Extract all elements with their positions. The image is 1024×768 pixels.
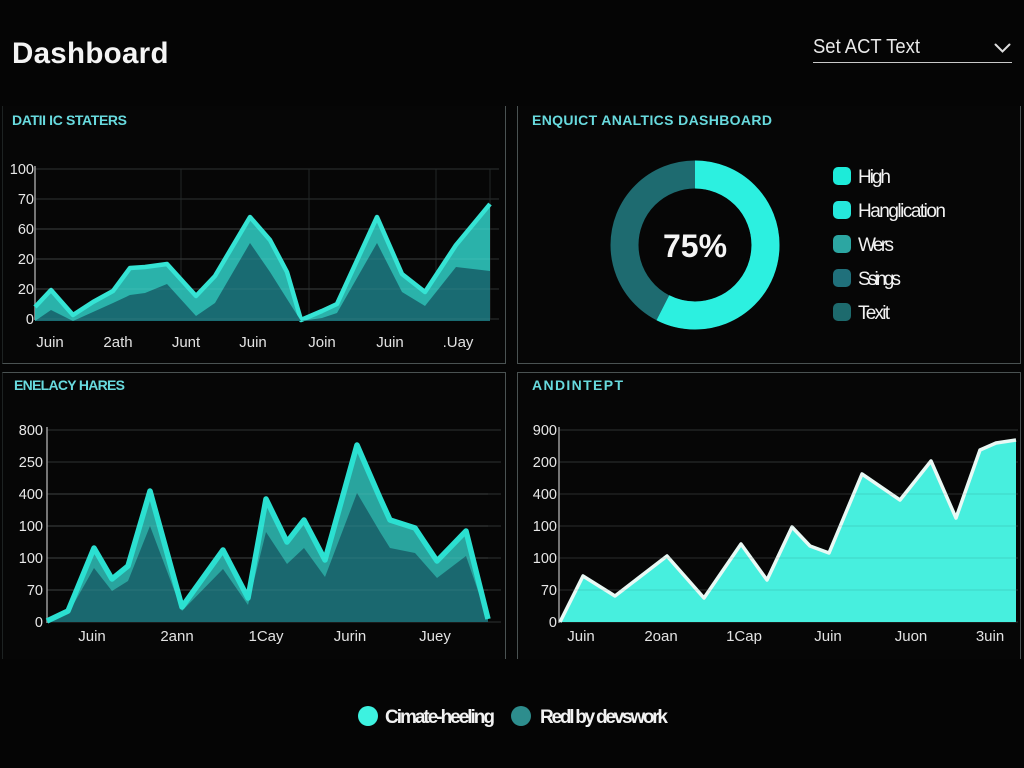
svg-text:2ann: 2ann: [160, 628, 193, 645]
svg-text:70: 70: [541, 583, 557, 599]
svg-text:0: 0: [35, 615, 43, 631]
svg-text:Juin: Juin: [239, 334, 267, 351]
svg-text:0: 0: [549, 615, 557, 631]
svg-text:100: 100: [10, 162, 34, 178]
svg-text:Junt: Junt: [172, 334, 201, 351]
svg-text:1Cap: 1Cap: [726, 628, 762, 645]
svg-text:900: 900: [533, 423, 557, 439]
svg-text:100: 100: [533, 551, 557, 567]
svg-text:Juin: Juin: [376, 334, 404, 351]
svg-text:Hanglication: Hanglication: [858, 201, 946, 222]
svg-text:Wers: Wers: [858, 235, 894, 256]
svg-text:Cimate-heeling: Cimate-heeling: [385, 707, 495, 728]
svg-text:20: 20: [18, 282, 34, 298]
svg-text:Texit: Texit: [858, 303, 891, 324]
svg-text:20: 20: [18, 252, 34, 268]
svg-text:2oan: 2oan: [644, 628, 677, 645]
svg-text:1Cay: 1Cay: [248, 628, 284, 645]
svg-text:70: 70: [18, 192, 34, 208]
svg-text:Juin: Juin: [36, 334, 64, 351]
svg-text:ENQUICT ANALTICS DASHBOARD: ENQUICT ANALTICS DASHBOARD: [532, 112, 772, 128]
svg-text:70: 70: [27, 583, 43, 599]
svg-text:Juin: Juin: [567, 628, 595, 645]
svg-text:Juin: Juin: [78, 628, 106, 645]
svg-text:ANDINTEPT: ANDINTEPT: [532, 377, 623, 393]
svg-text:75%: 75%: [663, 228, 727, 264]
svg-text:.Uay: .Uay: [443, 334, 474, 351]
svg-text:200: 200: [533, 455, 557, 471]
svg-text:Ssings: Ssings: [858, 269, 901, 290]
svg-text:3uin: 3uin: [976, 628, 1004, 645]
svg-text:800: 800: [19, 423, 43, 439]
svg-text:Juin: Juin: [814, 628, 842, 645]
svg-text:Juey: Juey: [419, 628, 451, 645]
svg-text:250: 250: [19, 455, 43, 471]
svg-text:2ath: 2ath: [103, 334, 132, 351]
svg-text:DATII IC STATERS: DATII IC STATERS: [12, 112, 127, 128]
svg-text:High: High: [858, 167, 891, 188]
svg-text:Juon: Juon: [895, 628, 928, 645]
svg-text:400: 400: [533, 487, 557, 503]
svg-text:100: 100: [19, 551, 43, 567]
svg-text:0: 0: [26, 312, 34, 328]
svg-text:400: 400: [19, 487, 43, 503]
svg-text:ENELACY HARES: ENELACY HARES: [14, 377, 125, 393]
svg-text:60: 60: [18, 222, 34, 238]
svg-text:Redl by devswork: Redl by devswork: [540, 707, 668, 728]
svg-text:Join: Join: [308, 334, 336, 351]
svg-text:100: 100: [533, 519, 557, 535]
svg-text:Jurin: Jurin: [334, 628, 367, 645]
svg-text:100: 100: [19, 519, 43, 535]
